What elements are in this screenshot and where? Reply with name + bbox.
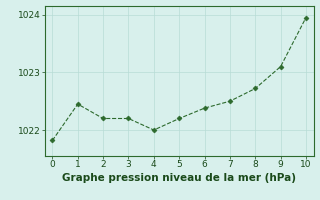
X-axis label: Graphe pression niveau de la mer (hPa): Graphe pression niveau de la mer (hPa) xyxy=(62,173,296,183)
